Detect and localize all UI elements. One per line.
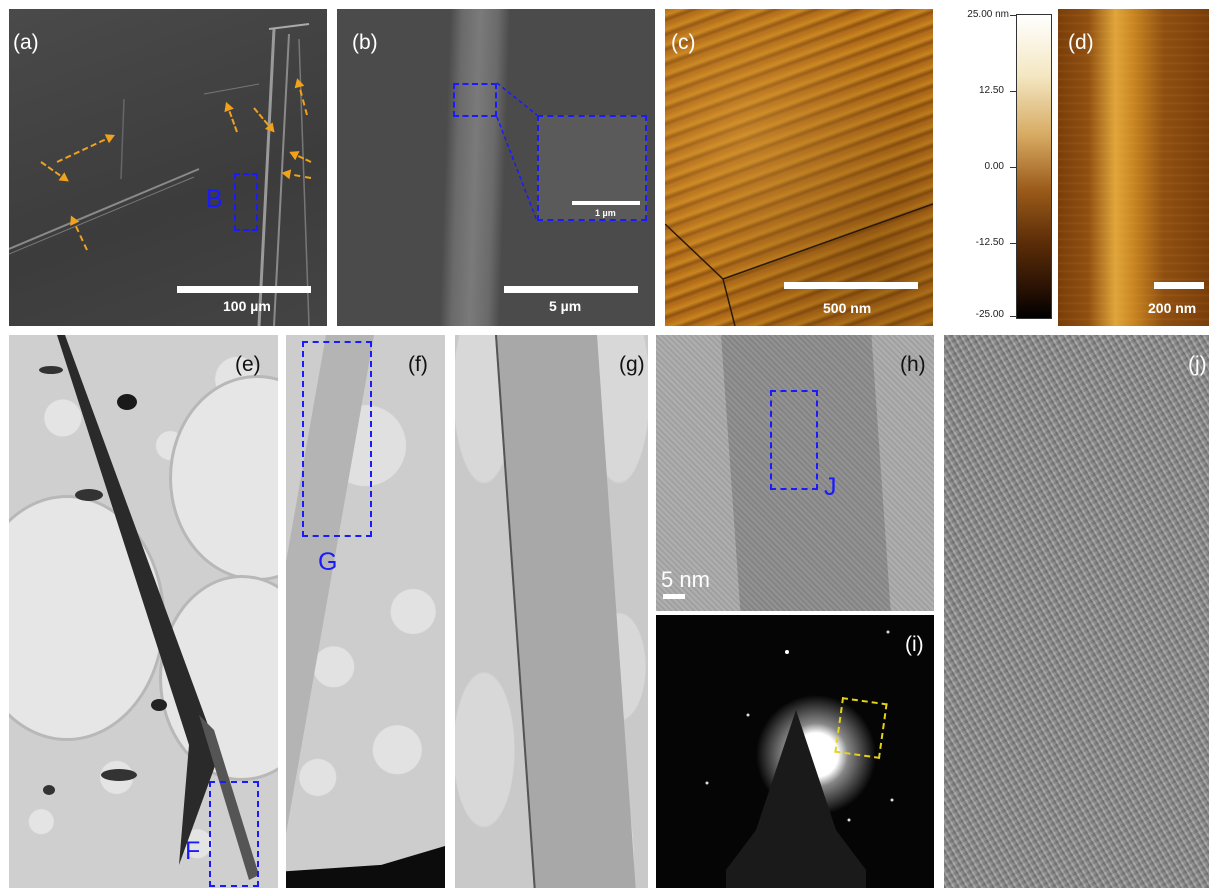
noise-texture xyxy=(656,335,934,611)
region-label-g: G xyxy=(318,548,338,576)
colorbar-tick-label-top: 25.00 nm xyxy=(967,9,1009,20)
scale-bar xyxy=(177,286,311,293)
scale-bar-label: 5 µm xyxy=(549,298,582,314)
scale-bar-label: 200 nm xyxy=(1148,300,1197,316)
panel-label-g: (g) xyxy=(619,353,645,376)
region-box-inset-source xyxy=(453,83,497,117)
colorbar-tick-label: 12.50 xyxy=(978,85,1004,96)
scale-bar-label: 5 nm xyxy=(661,567,710,592)
afm-shading xyxy=(665,9,933,326)
colorbar-tick-label: -12.50 xyxy=(975,237,1004,248)
region-label-j: J xyxy=(824,473,837,501)
colorbar-tick xyxy=(1010,316,1016,317)
panel-label-a: (a) xyxy=(13,31,39,54)
grain-boundary xyxy=(665,203,933,326)
region-label-b: B xyxy=(206,185,223,213)
panel-g-tem-image: (g) xyxy=(455,335,648,888)
scale-bar xyxy=(504,286,638,293)
scale-bar-label: 500 nm xyxy=(823,300,872,316)
panel-h-hrtem-image: J (h) 5 nm xyxy=(656,335,934,611)
sad-region-box xyxy=(834,697,888,759)
panel-label-i: (i) xyxy=(905,633,924,656)
scale-bar-label: 100 µm xyxy=(223,298,271,314)
inset-scale-label: 1 µm xyxy=(595,208,616,218)
panel-a-sem-image: B (a) 100 µm xyxy=(9,9,327,326)
panel-e-tem-image: F (e) xyxy=(9,335,278,888)
zoom-lines xyxy=(496,82,538,222)
panel-label-h: (h) xyxy=(900,353,926,376)
panel-label-f: (f) xyxy=(408,353,428,376)
afm-streaks xyxy=(1058,9,1209,326)
region-box-g xyxy=(302,341,372,537)
colorbar-tick xyxy=(1010,91,1016,92)
scale-bar xyxy=(784,282,918,289)
colorbar-tick xyxy=(1010,15,1016,16)
noise-texture xyxy=(944,335,1209,888)
colorbar-tick-label: 0.00 xyxy=(984,161,1004,172)
fiber-strand xyxy=(39,335,259,880)
panel-d-afm-image: (d) 200 nm xyxy=(1058,9,1209,326)
panel-a-fibers xyxy=(9,23,310,326)
panel-label-c: (c) xyxy=(671,31,696,54)
colorbar-tick xyxy=(1010,243,1016,244)
panel-label-j: (j) xyxy=(1188,353,1207,376)
region-label-f: F xyxy=(185,837,201,865)
inset-zoom xyxy=(537,115,647,221)
panel-b-sem-image: 1 µm (b) 5 µm xyxy=(337,9,655,326)
region-box-b xyxy=(234,173,258,231)
panel-c-afm-image: (c) 500 nm xyxy=(665,9,933,326)
colorbar-tick-label-bottom: -25.00 xyxy=(975,309,1004,320)
panel-i-diffraction-image: (i) xyxy=(656,615,934,888)
panel-label-b: (b) xyxy=(352,31,378,54)
beam-stop xyxy=(705,630,894,888)
panel-j-lattice-image: (j) xyxy=(944,335,1209,888)
region-box-j xyxy=(770,390,818,490)
inset-scale-bar xyxy=(572,201,640,205)
panel-label-d: (d) xyxy=(1068,31,1094,54)
panel-f-tem-image: G (f) xyxy=(286,335,445,888)
region-box-f xyxy=(209,781,259,887)
colorbar-tick xyxy=(1010,167,1016,168)
scale-bar xyxy=(663,594,685,599)
lattice-fringes xyxy=(944,335,1209,888)
scale-bar xyxy=(1154,282,1204,289)
panel-label-e: (e) xyxy=(235,353,261,376)
height-colorbar xyxy=(1016,14,1052,319)
